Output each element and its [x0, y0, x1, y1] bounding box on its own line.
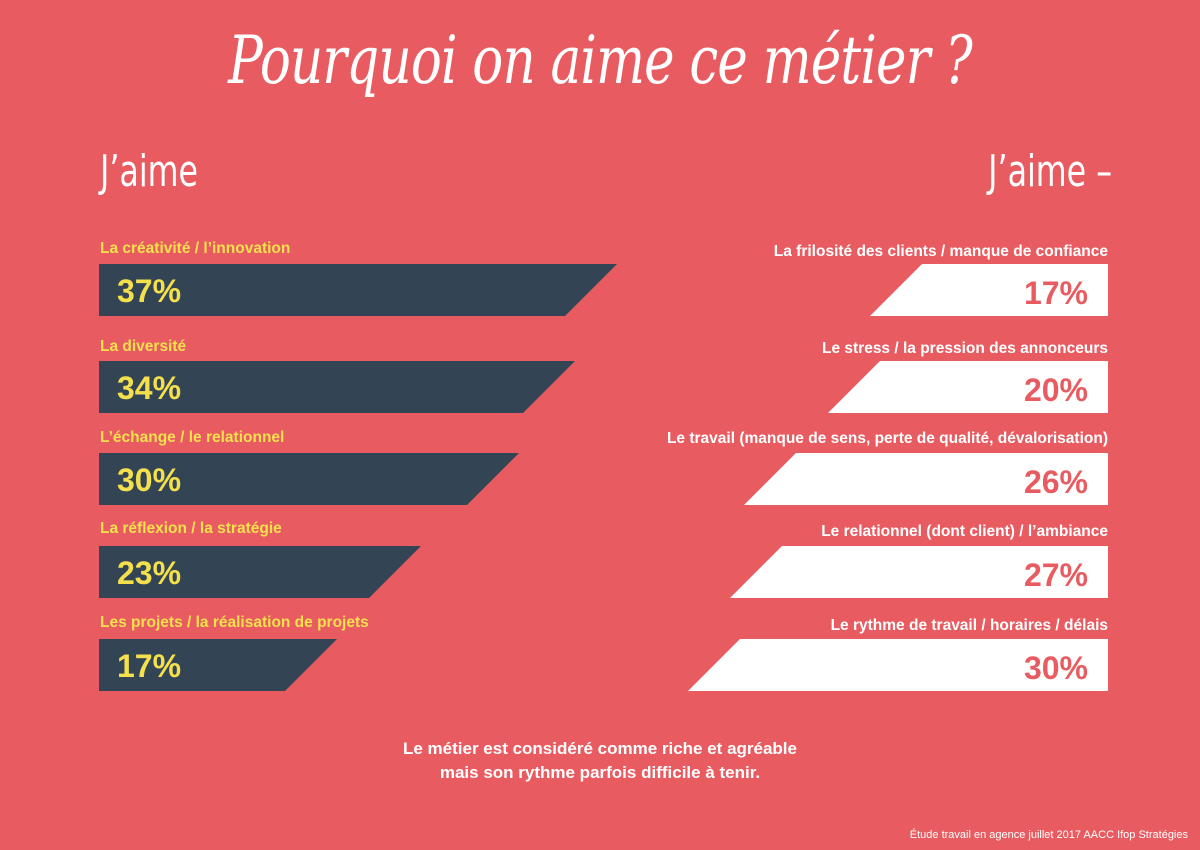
right-category-label: Le travail (manque de sens, perte de qua… — [666, 430, 1108, 447]
right-bar-value-label: 27% — [1024, 557, 1088, 593]
right-bar — [688, 639, 1108, 691]
left-bar-value-label: 30% — [117, 462, 181, 498]
left-category-label: L’échange / le relationnel — [100, 429, 285, 446]
right-column-title: J’aime – — [988, 146, 1112, 197]
left-bar-value-label: 17% — [117, 648, 181, 684]
source-note: Étude travail en agence juillet 2017 AAC… — [909, 829, 1188, 841]
left-column-title: J’aime — [100, 146, 198, 197]
right-bar-value-label: 20% — [1024, 372, 1088, 408]
left-category-label: La réflexion / la stratégie — [100, 520, 282, 537]
left-bar — [99, 264, 617, 316]
right-category-label: Le rythme de travail / horaires / délais — [830, 617, 1108, 634]
left-category-label: La créativité / l’innovation — [100, 240, 291, 257]
left-bar — [99, 639, 337, 691]
right-bar — [730, 546, 1108, 598]
left-bar-value-label: 34% — [117, 370, 181, 406]
left-category-label: La diversité — [100, 338, 187, 355]
page-title: Pourquoi on aime ce métier ? — [228, 22, 973, 99]
left-bar-value-label: 23% — [117, 555, 181, 591]
right-bar-value-label: 17% — [1024, 275, 1088, 311]
right-category-label: Le stress / la pression des annonceurs — [821, 340, 1108, 357]
summary-line-2: mais son rythme parfois difficile à teni… — [439, 763, 761, 782]
right-category-label: La frilosité des clients / manque de con… — [773, 243, 1108, 260]
left-bar — [99, 546, 421, 598]
right-bar — [828, 361, 1108, 413]
right-bar-value-label: 26% — [1024, 464, 1088, 500]
right-bar-value-label: 30% — [1024, 650, 1088, 686]
left-category-label: Les projets / la réalisation de projets — [100, 614, 369, 631]
summary-line-1: Le métier est considéré comme riche et a… — [402, 739, 797, 758]
right-bar — [870, 264, 1108, 316]
right-category-label: Le relationnel (dont client) / l’ambianc… — [821, 523, 1108, 540]
left-bar — [99, 361, 575, 413]
left-bar-value-label: 37% — [117, 273, 181, 309]
left-bar — [99, 453, 519, 505]
right-bar — [744, 453, 1108, 505]
